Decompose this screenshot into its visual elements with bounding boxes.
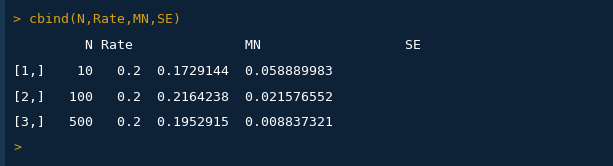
Text: [1,]    10   0.2  0.1729144  0.058889983: [1,] 10 0.2 0.1729144 0.058889983 [13,65,333,78]
FancyBboxPatch shape [0,0,5,166]
Text: [2,]   100   0.2  0.2164238  0.021576552: [2,] 100 0.2 0.2164238 0.021576552 [13,91,333,104]
Text: N Rate              MN                  SE: N Rate MN SE [13,39,422,52]
Text: > cbind(N,Rate,MN,SE): > cbind(N,Rate,MN,SE) [13,13,181,26]
Text: >: > [13,142,21,155]
Text: [3,]   500   0.2  0.1952915  0.008837321: [3,] 500 0.2 0.1952915 0.008837321 [13,116,333,129]
